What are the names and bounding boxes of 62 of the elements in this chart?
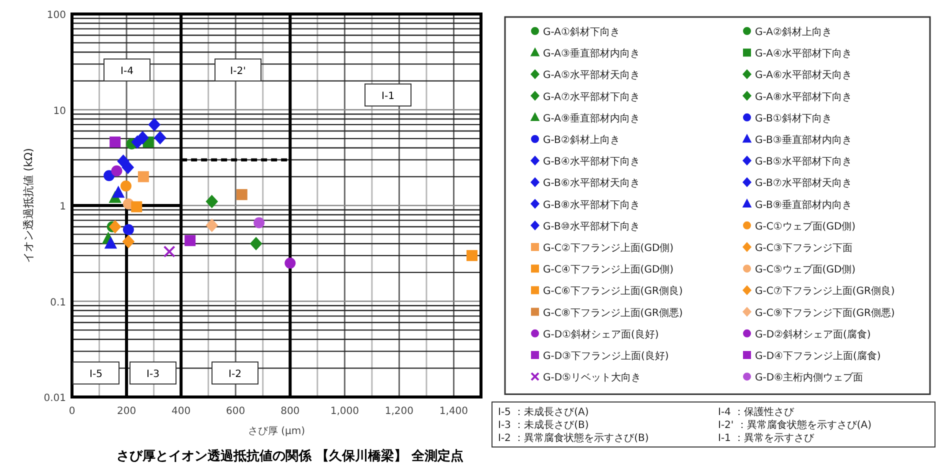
legend-label: G-B④水平部材下向き [543, 156, 640, 168]
y-tick-label: 0.01 [44, 393, 66, 404]
x-tick-label: 400 [172, 406, 191, 417]
legend-label: G-B②斜材上向き [543, 134, 620, 146]
legend-label: G-C①ウェブ面(GD側) [755, 220, 856, 232]
legend-label: G-C④下フランジ上面(GD側) [543, 264, 674, 276]
text: I-1 ：異常を示すさび [718, 432, 816, 444]
legend-label: G-C⑦下フランジ上面(GR側良) [755, 285, 895, 298]
text: I-2 ：異常腐食状態を示すさび(B) [498, 432, 649, 444]
legend-label: G-A④水平部材下向き [755, 48, 852, 60]
legend-label: G-B⑨垂直部材内向き [755, 198, 852, 211]
annotation: I-3 [146, 369, 160, 380]
legend-label: G-B⑩水平部材下向き [543, 220, 640, 232]
annotation: I-2' [230, 66, 246, 77]
y-tick-label: 100 [46, 10, 66, 21]
legend-label: G-B③垂直部材内向き [755, 134, 852, 146]
y-tick-label: 1 [60, 202, 66, 212]
legend-label: G-B⑧水平部材下向き [543, 198, 640, 211]
annotation: I-1 [382, 91, 394, 102]
legend-label: G-D④下フランジ上面(腐食) [755, 350, 881, 362]
text: I-4 ：保護性さび [718, 406, 796, 418]
text: さび厚とイオン透過抵抗値の関係 【久保川橋梁】 全測定点 [116, 448, 464, 464]
x-tick-label: 800 [280, 406, 300, 417]
x-tick-label: 600 [226, 406, 246, 417]
legend-label: G-A⑦水平部材下向き [543, 90, 640, 103]
x-tick-label: 1,400 [439, 406, 468, 417]
text: I-3 ：未成長さび(B) [498, 419, 589, 431]
text: I-5 ：未成長さび(A) [498, 406, 589, 418]
legend-label: G-C⑧下フランジ上面(GR側悪) [543, 306, 683, 319]
text: I-2' ：異常腐食状態を示すさび(A) [718, 419, 872, 431]
legend-label: G-A③垂直部材内向き [543, 48, 640, 60]
y-tick-label: 10 [53, 106, 66, 117]
legend-label: G-D⑥主桁内側ウェブ面 [755, 372, 864, 384]
legend-label: G-B①斜材下向き [755, 112, 832, 124]
legend-label: G-A①斜材下向き [543, 26, 620, 38]
legend-label: G-C②下フランジ上面(GD側) [543, 242, 674, 254]
annotation: I-5 [90, 369, 102, 380]
legend-label: G-A⑤水平部材天向き [543, 69, 640, 82]
legend-label: G-B⑥水平部材天向き [543, 177, 640, 190]
legend-label: G-A⑧水平部材下向き [755, 90, 852, 103]
legend-label: G-A②斜材上向き [755, 26, 832, 38]
legend-label: G-C⑤ウェブ面(GD側) [755, 264, 856, 276]
legend-label: G-A⑥水平部材天向き [755, 69, 852, 82]
legend-label: G-B⑤水平部材下向き [755, 156, 852, 168]
y-axis-title: イオン透過抵抗値 (kΩ) [22, 148, 35, 263]
legend-label: G-C⑨下フランジ下面(GR側悪) [755, 308, 895, 319]
x-tick-label: 1,000 [330, 406, 359, 417]
legend-label: G-C⑥下フランジ上面(GR側良) [543, 285, 683, 298]
legend-label: G-D②斜材シェア面(腐食) [755, 328, 871, 340]
annotation: I-2 [228, 369, 242, 380]
legend-label: G-B⑦水平部材天向き [755, 177, 852, 190]
x-axis-title: さび厚 (μm) [248, 426, 306, 437]
legend-label: G-C③下フランジ下面 [755, 243, 852, 254]
x-tick-label: 1,200 [384, 406, 414, 417]
legend-label: G-D①斜材シェア面(良好) [543, 328, 659, 340]
x-tick-label: 0 [68, 406, 76, 417]
x-tick-label: 200 [116, 406, 136, 417]
annotation: I-4 [120, 66, 134, 77]
legend-label: G-D③下フランジ上面(良好) [543, 350, 669, 362]
y-tick-label: 0.1 [50, 297, 66, 308]
legend-label: G-A⑨垂直部材内向き [543, 112, 640, 124]
legend-label: G-D⑤リベット大向き [543, 372, 642, 384]
